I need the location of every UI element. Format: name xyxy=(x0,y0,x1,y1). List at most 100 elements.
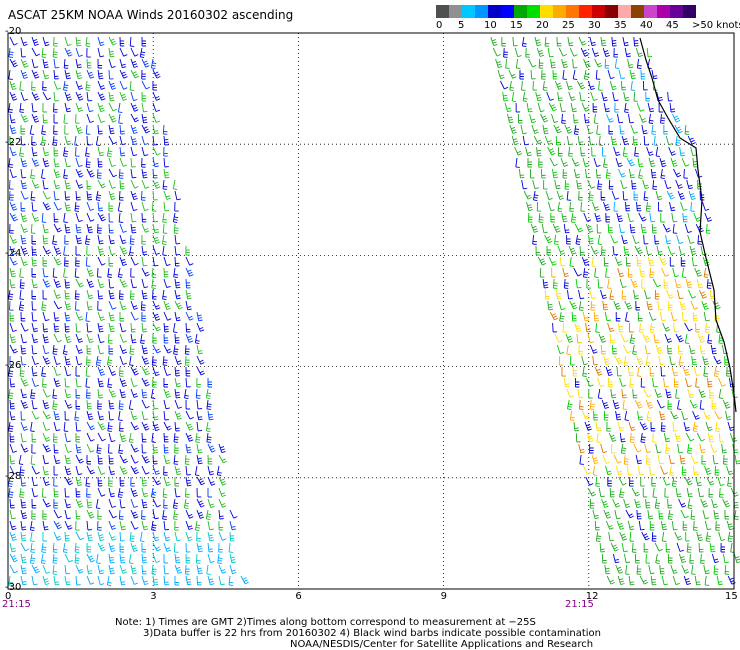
wind-barb xyxy=(185,410,194,420)
wind-barb xyxy=(582,366,588,377)
wind-barb xyxy=(715,520,721,531)
wind-barb xyxy=(587,333,595,344)
wind-barb xyxy=(711,498,718,509)
latitude-label: -28 xyxy=(5,470,22,482)
wind-barb xyxy=(64,190,70,201)
wind-barb xyxy=(75,432,80,443)
wind-barb xyxy=(31,290,36,300)
wind-barb xyxy=(20,36,28,47)
wind-barb xyxy=(604,58,610,69)
wind-barb xyxy=(53,212,59,223)
wind-barb xyxy=(130,465,140,475)
wind-barb xyxy=(703,267,709,278)
wind-barb xyxy=(64,278,70,289)
wind-barb xyxy=(53,179,61,190)
wind-barb xyxy=(591,146,597,157)
wind-barb xyxy=(9,322,17,332)
wind-barb xyxy=(152,322,161,332)
wind-barb xyxy=(53,223,62,233)
wind-barb xyxy=(695,322,700,333)
wind-barb xyxy=(74,135,79,146)
wind-barb xyxy=(162,212,168,223)
map-frame xyxy=(7,32,735,590)
wind-barb xyxy=(646,300,653,311)
wind-barb xyxy=(610,135,617,146)
wind-barb xyxy=(128,399,134,411)
wind-barb xyxy=(207,575,215,586)
coastline xyxy=(639,37,737,413)
wind-barb xyxy=(545,190,553,201)
wind-barb xyxy=(648,113,654,124)
wind-barb xyxy=(75,246,80,256)
wind-barb xyxy=(542,124,549,135)
wind-barb xyxy=(609,80,617,91)
wind-barb xyxy=(9,91,18,101)
wind-barb xyxy=(8,487,14,498)
wind-barb xyxy=(30,421,35,432)
wind-barb xyxy=(9,36,18,46)
wind-barb xyxy=(42,278,51,288)
wind-barb xyxy=(592,355,598,366)
wind-barb xyxy=(96,168,102,179)
wind-barb xyxy=(733,553,740,564)
wind-barb xyxy=(598,333,607,343)
wind-barb xyxy=(31,344,38,355)
wind-barb xyxy=(174,520,179,531)
wind-barb xyxy=(616,520,625,530)
wind-barb xyxy=(19,267,24,278)
wind-barb xyxy=(130,509,139,519)
wind-barb xyxy=(151,564,157,575)
wind-barb xyxy=(108,553,115,564)
wind-barb xyxy=(74,267,80,278)
wind-barb xyxy=(564,377,570,388)
wind-barb xyxy=(207,531,214,542)
wind-barb xyxy=(544,289,550,300)
wind-barb xyxy=(649,322,655,333)
swath-time-right: 21:15 xyxy=(565,599,594,610)
wind-barb xyxy=(550,212,555,223)
wind-barb xyxy=(658,509,664,520)
wind-barb xyxy=(19,146,25,157)
wind-barb xyxy=(20,113,29,123)
wind-barb xyxy=(64,124,69,135)
wind-barb xyxy=(655,146,661,158)
wind-barb xyxy=(573,267,582,277)
wind-barb xyxy=(174,256,180,267)
wind-barb xyxy=(20,124,25,135)
wind-barb xyxy=(86,498,93,509)
wind-barb xyxy=(108,564,115,575)
wind-barb xyxy=(669,102,676,113)
wind-barb xyxy=(75,388,81,399)
wind-barb xyxy=(119,476,125,487)
wind-barb xyxy=(616,366,622,377)
wind-barb xyxy=(152,410,159,421)
wind-barb xyxy=(629,476,634,487)
wind-barb xyxy=(152,256,159,267)
wind-barb xyxy=(97,487,106,497)
wind-barb xyxy=(31,498,37,509)
wind-barb xyxy=(712,300,721,310)
wind-barb xyxy=(119,564,127,574)
wind-barb xyxy=(63,168,68,179)
wind-barb xyxy=(108,388,117,398)
wind-barb xyxy=(565,80,573,91)
wind-barb xyxy=(106,146,113,158)
wind-barb xyxy=(53,377,61,388)
wind-barb xyxy=(97,124,103,135)
wind-barb xyxy=(618,223,625,234)
wind-barb xyxy=(196,399,203,410)
wind-barb xyxy=(196,498,205,508)
wind-barb xyxy=(669,465,675,477)
wind-barb xyxy=(75,300,80,311)
wind-barb xyxy=(163,410,169,421)
wind-barb xyxy=(639,575,649,585)
wind-barb xyxy=(129,289,135,300)
wind-barb xyxy=(620,80,627,91)
wind-barb xyxy=(31,245,37,256)
wind-barb xyxy=(612,553,620,564)
wind-barb xyxy=(108,179,116,189)
wind-barb xyxy=(85,157,91,168)
wind-barb xyxy=(42,223,49,234)
wind-barb xyxy=(31,256,37,267)
wind-barb xyxy=(152,102,160,112)
